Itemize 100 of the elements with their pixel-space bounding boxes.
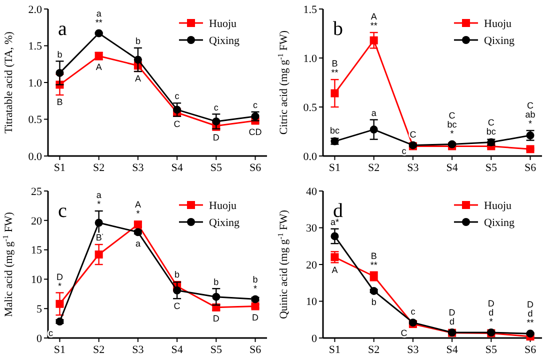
x-tick-label: S5	[485, 162, 498, 174]
x-tick-label: S2	[93, 162, 105, 174]
annotation: A	[370, 12, 377, 22]
annotation: A	[134, 74, 141, 84]
x-tick-label: S3	[407, 344, 420, 356]
annotation: C	[488, 117, 495, 128]
annotation: D	[56, 272, 64, 282]
annotation: d	[488, 308, 494, 318]
annotation: a*	[330, 217, 340, 228]
y-tick-label: 0.5	[303, 102, 318, 114]
y-tick-label: 2.0	[28, 4, 42, 16]
x-tick-label: S6	[249, 344, 262, 356]
x-tick-label: S2	[368, 344, 380, 356]
annotation: A	[96, 62, 102, 72]
y-tick-label: 40	[306, 186, 318, 198]
annotation: C	[527, 100, 534, 111]
annotation: d	[528, 308, 533, 319]
x-tick-label: S4	[446, 162, 458, 174]
y-tick-label: 5	[36, 303, 42, 316]
annotation: D	[212, 132, 220, 142]
annotation: a	[96, 190, 102, 200]
y-tick-label: 0	[36, 332, 42, 345]
x-tick-label: S4	[171, 162, 184, 174]
annotation: c	[48, 328, 54, 338]
x-tick-label: S5	[210, 162, 222, 174]
x-tick-label: S5	[485, 344, 498, 356]
annotation: d	[450, 316, 455, 327]
annotation: **	[370, 260, 378, 270]
y-tick-label: 20	[31, 215, 42, 228]
x-tick-label: S3	[407, 162, 420, 174]
annotation: D	[252, 312, 260, 322]
x-tick-label: S2	[93, 344, 105, 356]
x-tick-label: S1	[328, 344, 341, 356]
annotation: **	[95, 17, 103, 28]
x-tick-label: S5	[210, 344, 222, 356]
x-tick-label: S2	[368, 162, 380, 174]
annotation: a	[135, 238, 140, 248]
annotation: B	[56, 97, 63, 108]
annotation: *	[450, 128, 454, 138]
annotation: C	[410, 129, 417, 140]
annotation: c	[253, 100, 258, 110]
y-tick-label: 0.0	[28, 150, 42, 163]
annotation: CD	[248, 126, 262, 137]
x-tick-label: S6	[524, 162, 537, 174]
y-tick-label: 10	[31, 274, 42, 286]
x-tick-label: S4	[446, 344, 458, 356]
legend-label: Qixing	[484, 216, 516, 229]
x-tick-label: S4	[171, 344, 184, 356]
annotation: b	[174, 270, 180, 280]
y-axis-title: Titratable acid (TA, %)	[3, 31, 15, 134]
annotation: c	[402, 146, 407, 156]
y-tick-label: 15	[31, 244, 42, 257]
annotation: b	[214, 276, 219, 287]
annotation: c	[58, 200, 67, 222]
annotation: *	[489, 316, 494, 327]
annotation: a	[371, 108, 376, 118]
annotation: A	[332, 264, 338, 275]
annotation: b	[57, 49, 62, 60]
y-tick-label: 1.0	[303, 52, 318, 65]
annotation: c	[174, 91, 180, 102]
x-tick-label: S6	[249, 162, 262, 174]
legend-label: Huoju	[209, 200, 237, 212]
annotation: b	[333, 18, 343, 40]
x-tick-label: S1	[54, 162, 66, 174]
x-tick-label: S3	[132, 344, 144, 356]
annotation: D	[488, 298, 495, 309]
annotation: b	[371, 297, 376, 308]
annotation: *	[528, 118, 533, 129]
annotation: bc	[486, 126, 496, 136]
annotation: ab	[525, 110, 536, 120]
annotation: C	[448, 110, 456, 120]
x-tick-label: S6	[524, 344, 537, 356]
legend-label: Qixing	[484, 34, 516, 47]
y-tick-label: 25	[31, 186, 42, 198]
annotation: b	[135, 36, 140, 46]
annotation: **	[331, 68, 339, 78]
x-tick-label: S1	[54, 344, 66, 356]
y-tick-label: 1.5	[303, 4, 318, 16]
annotation: bc	[330, 125, 340, 136]
x-tick-label: S1	[328, 162, 341, 174]
annotation: c	[410, 306, 416, 317]
annotation: bc	[447, 119, 458, 130]
annotation: C	[174, 118, 181, 129]
annotation: a	[58, 18, 67, 40]
annotation: **	[370, 20, 378, 31]
annotation: C	[400, 328, 408, 338]
y-tick-label: 1.0	[28, 77, 42, 90]
y-tick-label: 0.5	[28, 114, 42, 126]
legend-label: Qixing	[209, 216, 240, 229]
legend-label: Huoju	[484, 18, 512, 30]
y-tick-label: 20	[306, 259, 318, 272]
annotation: *	[136, 208, 140, 219]
y-tick-label: 0.0	[303, 150, 318, 163]
annotation: A	[134, 200, 141, 210]
y-tick-label: 10	[306, 296, 318, 308]
y-tick-label: 1.5	[28, 40, 42, 53]
annotation: a	[96, 8, 102, 18]
annotation: B	[370, 251, 377, 261]
annotation: c	[214, 102, 219, 112]
legend-label: Qixing	[209, 34, 240, 47]
